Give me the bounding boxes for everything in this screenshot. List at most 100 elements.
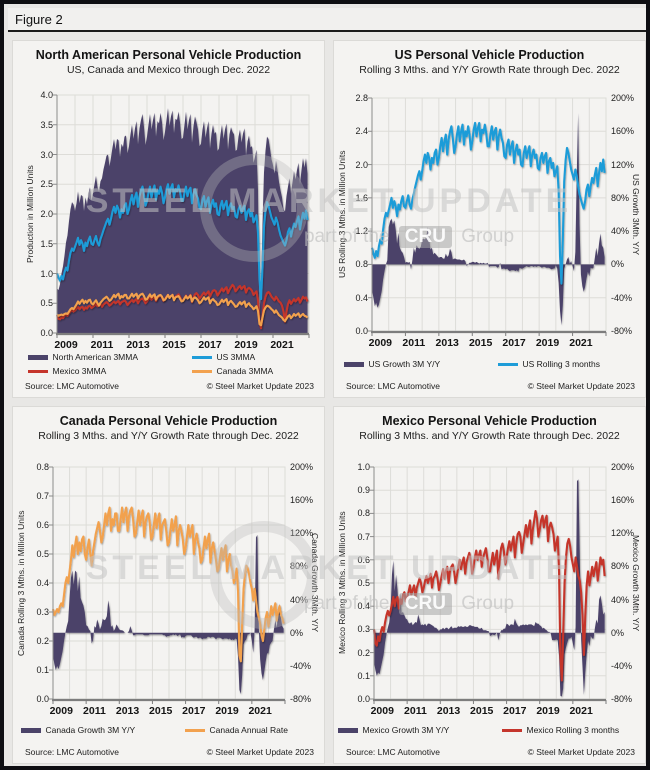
y-axis-tick-label: 4.0 [40,90,53,100]
x-axis-tick-label: 2015 [468,337,493,349]
source-label: Source: LMC Automotive [346,381,441,391]
legend-marker-mex_rolling [27,369,48,373]
legend-marker-us_growth [343,361,364,367]
legend-label: Mexico 3MMA [52,366,107,376]
y-axis-tick-label: 0.3 [36,607,49,617]
x-axis-tick-label: 2011 [404,705,427,717]
chart-panel-us: US Personal Vehicle Production Rolling 3… [333,40,646,398]
copyright-label: © Steel Market Update 2023 [527,381,635,391]
right-axis-title: Canada Growth 3Mth. Y/Y [310,533,320,633]
y-axis-tick-label: 0.8 [357,508,370,519]
chart-subtitle: Rolling 3 Mths. and Y/Y Growth Rate thro… [359,430,620,442]
legend-label: Canada Annual Rate [209,725,288,735]
right-axis-tick-label: 120% [611,528,635,539]
legend-label: Mexico Rolling 3 months [526,725,620,735]
legend-item: Canada Annual Rate [184,725,317,735]
y-axis-tick-label: 0.7 [357,531,370,542]
legend-item: US Rolling 3 months [497,359,636,369]
right-axis-tick-label: -40% [611,292,633,303]
x-axis-tick-label: 2013 [115,705,140,717]
chart-panel-canada: Canada Personal Vehicle Production Rolli… [12,406,325,764]
series-line-mex_rolling [372,510,606,682]
x-axis-tick-label: 2021 [569,705,593,717]
right-axis-tick-label: 160% [290,495,314,506]
y-axis-tick-label: 2.0 [40,209,53,219]
legend-item: Mexico Growth 3M Y/Y [337,725,488,735]
legend-label: US Growth 3M Y/Y [368,359,441,369]
y-axis-tick-label: 3.0 [40,149,53,160]
x-axis-tick-label: 2021 [569,337,593,349]
plot-area: 0.0 0.1 0.2 0.3 0.4 0.5 0.6 0.7 0.8 0.9 1.0 -80% -40… [334,407,646,765]
left-axis-title: Mexico Rolling 3 Mths. in Million Units [337,511,347,655]
legend-item: US Growth 3M Y/Y [343,359,484,369]
x-axis-tick-label: 2011 [83,705,106,717]
x-axis-tick-label: 2011 [402,337,426,349]
chart-legend: US Growth 3M Y/Y US Rolling 3 months [334,359,645,369]
x-axis-tick-label: 2009 [54,339,78,351]
legend-marker-can_annual [191,369,212,373]
legend-item: Mexico 3MMA [27,366,178,376]
y-axis-tick-label: 0.2 [357,647,370,658]
right-axis-tick-label: -40% [611,660,633,671]
legend-marker-can_growth [20,727,41,733]
source-label: Source: LMC Automotive [25,381,120,391]
x-axis-tick-label: 2017 [198,339,222,351]
y-axis-tick-label: 3.5 [40,119,53,130]
legend-item: US 3MMA [191,352,310,362]
y-axis-tick-label: 0.0 [36,694,49,704]
x-axis-tick-label: 2013 [436,705,461,717]
y-axis-tick-label: 2.8 [355,93,368,103]
source-label: Source: LMC Automotive [346,747,441,757]
x-axis-tick-label: 2013 [126,339,150,351]
right-axis-title: Mexico Growth 3Mth. Y/Y [631,534,641,632]
y-axis-tick-label: 0.1 [357,670,370,681]
chart-title: Mexico Personal Vehicle Production [382,414,597,428]
figure-label: Figure 2 [15,12,63,27]
y-axis-tick-label: 2.5 [40,179,53,190]
series-area-na_total [57,108,308,333]
left-axis-title: Production in Million Units [25,165,35,263]
chart-canvas [49,466,286,704]
y-axis-tick-label: 0.5 [36,549,49,559]
y-axis-tick-label: 0.3 [357,624,370,635]
y-axis-tick-label: 0.7 [36,491,49,501]
right-axis-tick-label: 80% [290,561,309,572]
right-axis-tick-label: 200% [611,462,635,472]
plot-area: 0.0 0.4 0.8 1.2 1.6 2.0 2.4 2.8 -80% -40% 0% 40% 80%… [334,41,646,399]
y-axis-tick-label: 1.0 [357,462,370,472]
chart-legend: Mexico Growth 3M Y/Y Mexico Rolling 3 mon… [334,725,645,735]
right-axis-tick-label: 40% [290,594,309,605]
chart-canvas [53,94,310,338]
x-axis-tick-label: 2019 [536,705,560,717]
source-row: Source: LMC Automotive © Steel Market Up… [25,381,314,391]
y-axis-tick-label: 0.9 [357,485,370,496]
chart-subtitle: US, Canada and Mexico through Dec. 2022 [66,64,271,76]
y-axis-tick-label: 0.8 [36,462,49,472]
right-axis-tick-label: 40% [611,226,630,237]
legend-item: Canada Growth 3M Y/Y [20,725,171,735]
y-axis-tick-label: 1.5 [40,238,53,249]
x-axis-tick-label: 2015 [149,705,173,717]
y-axis-tick-label: 0.4 [357,601,370,612]
right-axis-tick-label: 0% [290,627,304,638]
y-axis-tick-label: 2.0 [355,159,368,170]
chart-subtitle: Rolling 3 Mths. and Y/Y Growth Rate thro… [359,64,620,76]
plot-area: 0.0 0.1 0.2 0.3 0.4 0.5 0.6 0.7 0.8 -80% -40% 0% 40%… [13,407,326,765]
chart-subtitle: Rolling 3 Mths. and Y/Y Growth Rate thro… [38,430,299,442]
legend-label: US 3MMA [216,352,256,362]
x-axis-tick-label: 2015 [162,339,186,351]
series-line-us_rolling [370,121,606,285]
copyright-label: © Steel Market Update 2023 [206,381,314,391]
right-axis-tick-label: 120% [290,528,314,539]
legend-marker-mex_rolling [501,728,522,732]
figure-header-bar: Figure 2 [8,8,646,32]
copyright-label: © Steel Market Update 2023 [527,747,635,757]
left-axis-title: US Rolling 3 Mths. in Million Units [337,150,347,279]
series-line-us_rolling [56,183,309,301]
right-axis-title: US Growth 3Mth. Y/Y [631,173,641,256]
chart-title: North American Personal Vehicle Producti… [35,48,302,62]
right-axis-tick-label: -80% [290,694,312,704]
right-axis-tick-label: 40% [611,594,630,605]
right-axis-tick-label: 0% [611,259,625,270]
right-axis-tick-label: 200% [611,93,635,103]
